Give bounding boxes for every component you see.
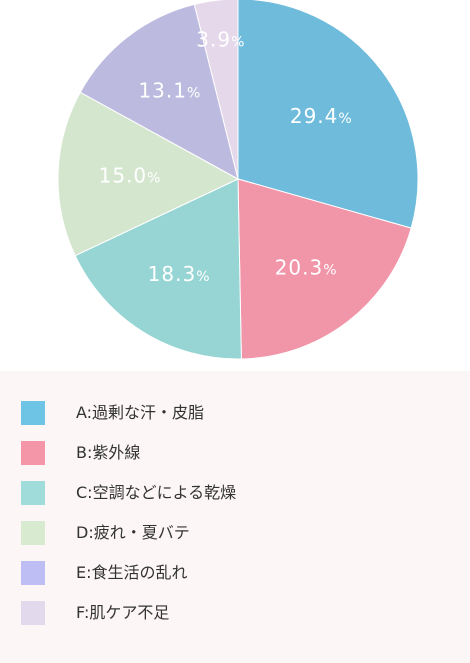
pie-slice-b xyxy=(237,178,412,360)
slice-value-label-b: 20.3% xyxy=(275,255,338,279)
legend-item: A:過剰な汗・皮脂 xyxy=(0,401,470,425)
pie-slice-f xyxy=(193,0,239,180)
legend-item: F:肌ケア不足 xyxy=(0,601,470,625)
legend-label: E:食生活の乱れ xyxy=(76,563,188,582)
legend-label: F:肌ケア不足 xyxy=(76,603,170,622)
slice-value-label-e: 13.1% xyxy=(138,79,201,103)
pie-chart-area: 29.4% 20.3% 18.3% 15.0% 13.1% 3.9% xyxy=(57,0,419,360)
pie-slice-a xyxy=(237,0,419,229)
legend-item: D:疲れ・夏バテ xyxy=(0,521,470,545)
slice-value-label-f: 3.9% xyxy=(196,28,245,52)
legend-item: C:空調などによる乾燥 xyxy=(0,481,470,505)
legend-label: D:疲れ・夏バテ xyxy=(76,523,190,542)
legend-item: B:紫外線 xyxy=(0,441,470,465)
legend-label: A:過剰な汗・皮脂 xyxy=(76,403,205,422)
legend-label: C:空調などによる乾燥 xyxy=(76,483,237,502)
legend-swatch xyxy=(21,521,45,545)
legend-label: B:紫外線 xyxy=(76,443,141,462)
legend-swatch xyxy=(21,561,45,585)
pie-slice-c xyxy=(74,178,242,360)
legend-swatch xyxy=(21,601,45,625)
slice-value-label-c: 18.3% xyxy=(148,262,211,286)
slice-value-label-d: 15.0% xyxy=(99,164,162,188)
legend: A:過剰な汗・皮脂 B:紫外線 C:空調などによる乾燥 D:疲れ・夏バテ E:食生活の乱… xyxy=(0,371,470,663)
pie-chart: 29.4% 20.3% 18.3% 15.0% 13.1% 3.9% xyxy=(57,0,419,360)
slice-value-label-a: 29.4% xyxy=(290,104,353,128)
pie-slice-d xyxy=(57,91,240,257)
legend-swatch xyxy=(21,401,45,425)
pie-slice-e xyxy=(79,3,239,180)
legend-item: E:食生活の乱れ xyxy=(0,561,470,585)
legend-swatch xyxy=(21,441,45,465)
legend-swatch xyxy=(21,481,45,505)
